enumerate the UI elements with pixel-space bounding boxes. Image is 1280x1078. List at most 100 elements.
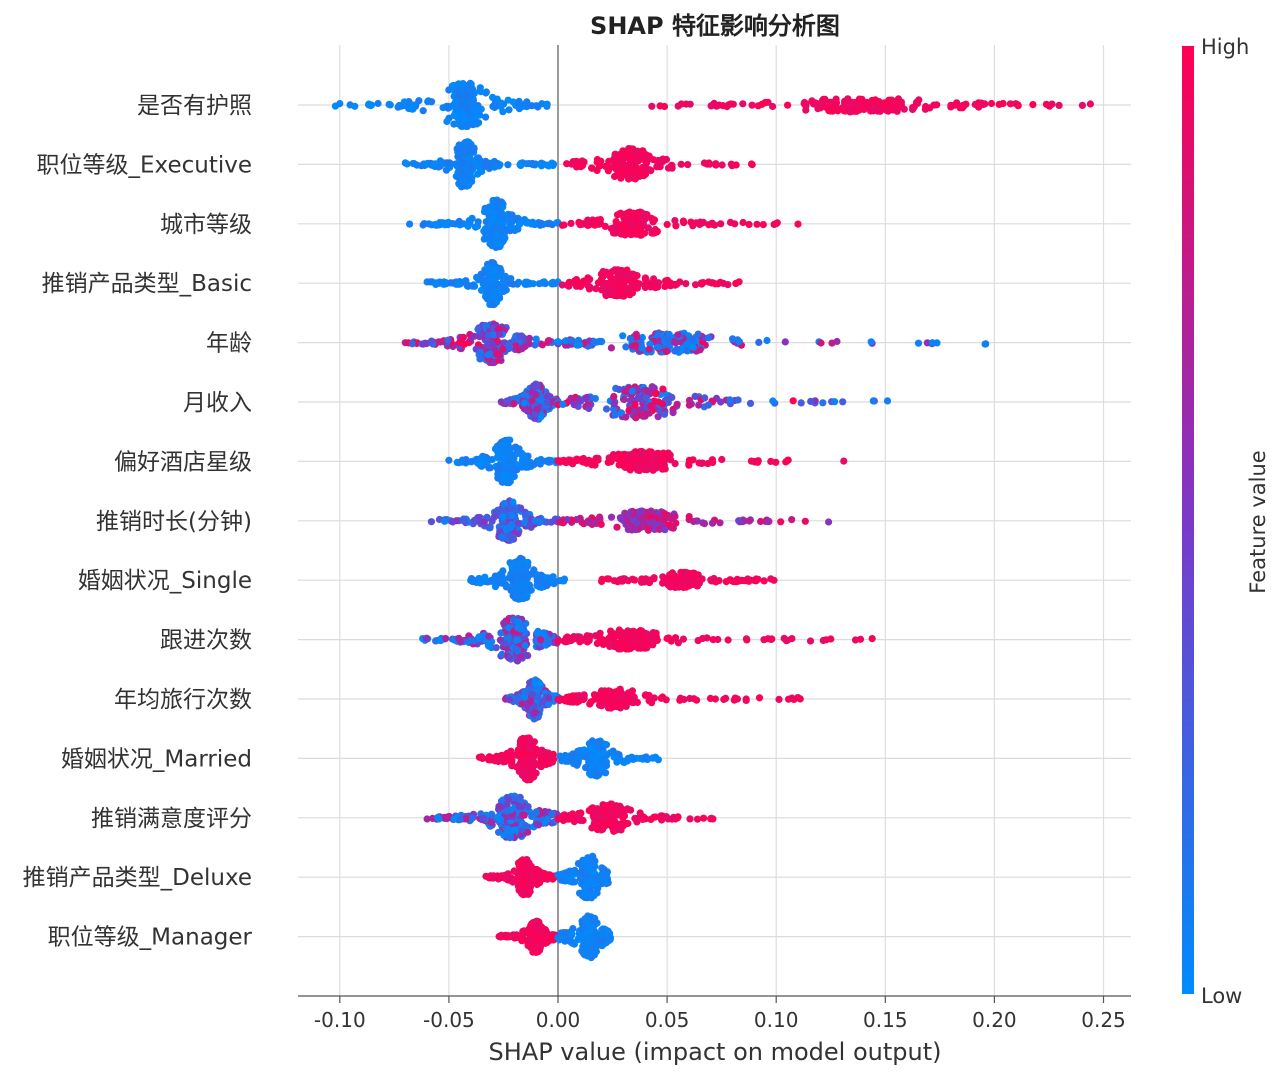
shap-point xyxy=(484,351,492,359)
shap-point xyxy=(689,343,697,351)
shap-point xyxy=(999,99,1007,108)
shap-point xyxy=(544,700,553,709)
shap-point xyxy=(499,235,507,243)
shap-point xyxy=(775,695,783,704)
shap-point xyxy=(828,98,836,106)
shap-point xyxy=(610,577,618,585)
shap-point xyxy=(515,445,523,453)
shap-point xyxy=(582,394,591,402)
shap-point xyxy=(498,456,506,465)
shap-point xyxy=(631,400,639,408)
shap-point xyxy=(933,339,941,347)
shap-point xyxy=(704,401,713,409)
shap-point xyxy=(485,269,493,277)
shap-point xyxy=(784,101,792,109)
shap-point xyxy=(653,635,661,644)
shap-point xyxy=(909,105,917,114)
shap-point xyxy=(495,447,503,455)
shap-point xyxy=(459,176,467,185)
shap-point xyxy=(450,120,458,128)
shap-point xyxy=(767,457,775,465)
shap-point xyxy=(677,160,685,168)
shap-point xyxy=(408,340,416,348)
shap-point xyxy=(583,459,591,467)
shap-point xyxy=(428,98,436,106)
shap-point xyxy=(565,278,573,286)
shap-point xyxy=(518,345,526,353)
shap-point xyxy=(610,400,618,408)
shap-point xyxy=(1042,100,1050,108)
shap-point xyxy=(526,745,534,753)
shap-point xyxy=(863,98,871,107)
shap-point xyxy=(746,399,755,407)
shap-point xyxy=(647,695,655,703)
shap-point xyxy=(510,465,519,473)
shap-point xyxy=(514,530,522,538)
shap-point xyxy=(613,211,622,219)
shap-point xyxy=(556,518,565,526)
shap-point xyxy=(652,389,660,397)
shap-point xyxy=(1055,101,1063,109)
shap-point xyxy=(659,385,667,393)
shap-point xyxy=(482,113,490,121)
shap-point xyxy=(473,104,481,112)
shap-point xyxy=(639,412,647,420)
shap-point xyxy=(760,636,768,644)
shap-point xyxy=(543,457,551,465)
shap-point xyxy=(829,107,837,115)
shap-point xyxy=(475,276,483,284)
shap-point xyxy=(660,410,669,418)
shap-point xyxy=(505,654,513,662)
shap-point xyxy=(499,513,507,521)
shap-point xyxy=(480,518,488,526)
shap-point xyxy=(374,99,382,108)
shap-point xyxy=(724,636,732,644)
shap-point xyxy=(817,339,825,347)
shap-point xyxy=(523,585,531,593)
shap-point xyxy=(595,159,604,167)
shap-point xyxy=(478,753,486,761)
shap-point xyxy=(647,402,655,410)
shap-point xyxy=(629,286,637,294)
shap-point xyxy=(482,88,490,96)
shap-point xyxy=(592,285,600,293)
shap-point xyxy=(617,230,626,238)
shap-point xyxy=(644,508,652,516)
shap-point xyxy=(788,516,796,524)
shap-point xyxy=(442,280,450,288)
shap-point xyxy=(455,80,463,88)
shap-point xyxy=(567,394,575,402)
shap-point xyxy=(506,559,514,567)
shap-point xyxy=(662,155,671,164)
shap-point xyxy=(501,640,509,648)
shap-point xyxy=(769,102,777,111)
shap-point xyxy=(460,278,468,286)
shap-point xyxy=(598,575,606,583)
shap-point xyxy=(610,392,618,401)
shap-point xyxy=(541,280,549,288)
shap-point xyxy=(536,518,544,526)
shap-point xyxy=(427,337,436,345)
shap-point xyxy=(625,175,633,183)
shap-point xyxy=(443,159,451,167)
shap-point xyxy=(462,122,470,130)
shap-point xyxy=(477,286,486,294)
shap-point xyxy=(419,340,427,348)
shap-point xyxy=(651,225,659,234)
shap-point xyxy=(537,759,546,767)
shap-point xyxy=(857,103,865,111)
shap-point xyxy=(466,110,474,118)
shap-point xyxy=(623,457,631,465)
shap-point xyxy=(470,118,478,126)
shap-point xyxy=(868,635,876,643)
shap-point xyxy=(495,292,503,301)
shap-point xyxy=(466,144,474,152)
shap-point xyxy=(669,524,677,532)
shap-point xyxy=(592,454,600,462)
shap-point xyxy=(442,634,450,643)
shap-point xyxy=(755,338,763,346)
shap-point xyxy=(623,284,631,292)
shap-point xyxy=(543,518,551,526)
shap-point xyxy=(602,289,610,297)
shap-point xyxy=(694,578,702,587)
